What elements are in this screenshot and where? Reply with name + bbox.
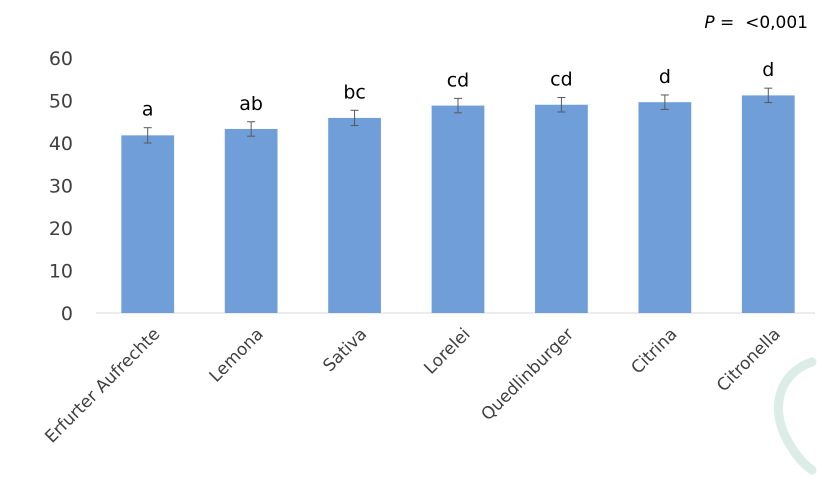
x-tick-label: Lemona <box>206 324 268 386</box>
x-tick-label: Quedlinburger <box>477 324 578 425</box>
x-tick-label: Citronella <box>713 324 785 396</box>
y-tick-label: 0 <box>61 303 73 325</box>
x-tick-label: Sativa <box>319 324 371 376</box>
error-bar <box>454 97 462 114</box>
error-bars <box>143 87 773 144</box>
y-axis-ticks: 0 10 20 30 40 50 60 <box>49 48 73 325</box>
error-bar <box>247 121 256 137</box>
bar <box>328 117 381 313</box>
error-bar <box>350 109 359 127</box>
bar <box>638 102 692 313</box>
significance-letter: cd <box>550 69 573 91</box>
bar <box>741 95 795 314</box>
error-bar <box>764 87 773 104</box>
significance-letter: ab <box>239 93 263 115</box>
significance-letter: cd <box>447 69 470 91</box>
significance-letter: a <box>142 99 154 121</box>
bar <box>224 128 278 313</box>
significance-letter: bc <box>343 81 366 103</box>
y-tick-label: 30 <box>49 176 73 198</box>
p-value-symbol: P <box>704 13 715 33</box>
p-value-text: = <0,001 <box>715 13 808 33</box>
error-bar <box>143 127 152 144</box>
p-value-annotation: P = <0,001 <box>704 13 808 33</box>
x-axis-labels: Erfurter Aufrechte Lemona Sativa Lorelei Que… <box>41 324 784 447</box>
y-tick-label: 10 <box>49 261 73 283</box>
y-tick-label: 60 <box>49 48 73 70</box>
significance-letter: d <box>659 66 671 88</box>
x-tick-label: Citrina <box>628 324 682 378</box>
bar <box>121 135 175 313</box>
y-tick-label: 40 <box>49 133 73 155</box>
error-bar <box>660 94 669 110</box>
error-bar <box>557 97 566 113</box>
y-tick-label: 20 <box>49 218 73 240</box>
x-tick-label: Lorelei <box>420 324 474 378</box>
bars <box>121 95 795 314</box>
bar <box>431 105 485 313</box>
bar <box>535 104 588 313</box>
significance-letter: d <box>762 59 774 81</box>
x-tick-label: Erfurter Aufrechte <box>41 324 164 447</box>
y-tick-label: 50 <box>49 91 73 113</box>
decorative-arc <box>773 357 817 475</box>
significance-letters: a ab bc cd cd d d <box>142 59 774 121</box>
